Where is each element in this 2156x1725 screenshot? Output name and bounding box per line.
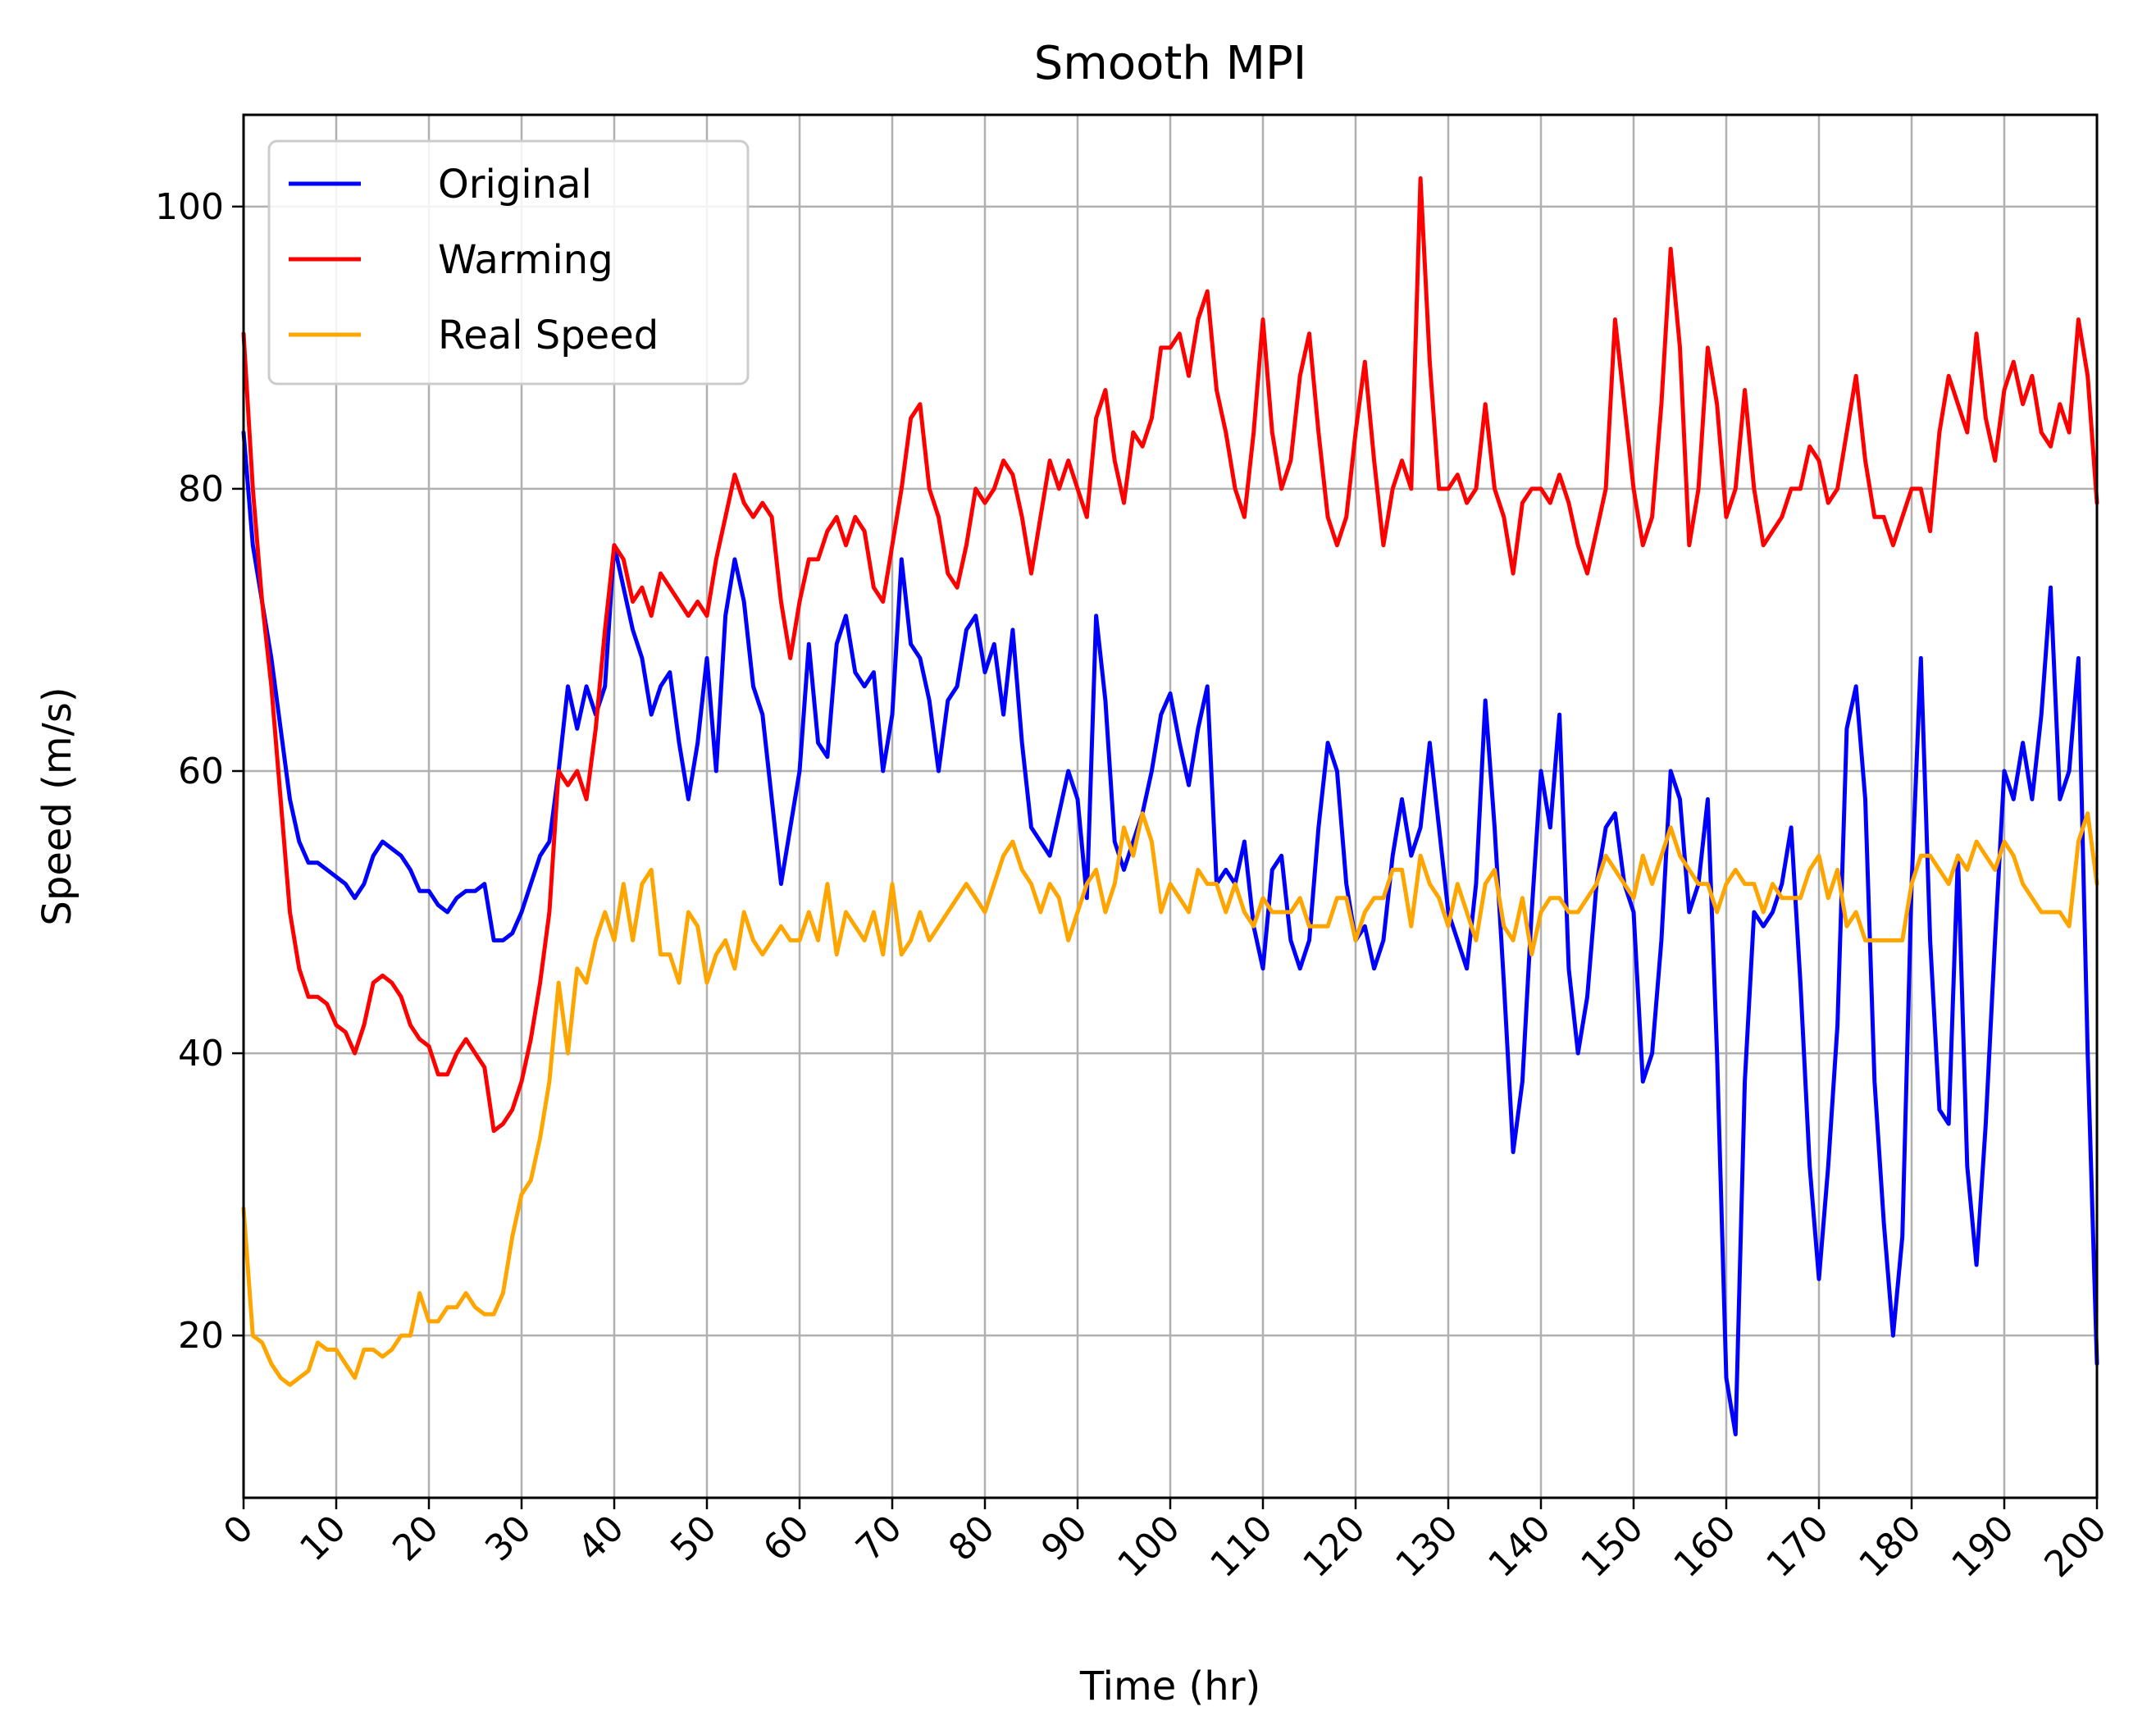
legend-label: Real Speed — [438, 313, 659, 358]
series-layer — [241, 176, 2099, 1437]
y-tick-label: 100 — [155, 186, 224, 228]
y-axis-label: Speed (m/s) — [34, 687, 80, 925]
x-axis-label: Time (hr) — [1079, 1663, 1260, 1709]
legend: Original Warming Real Speed — [267, 139, 750, 386]
legend-label: Original — [438, 162, 592, 208]
legend-box — [267, 139, 750, 386]
y-tick-label: 40 — [178, 1033, 224, 1075]
series-line-real-speed — [241, 811, 2099, 1387]
y-tick-label: 80 — [178, 468, 224, 510]
series-line-warming — [241, 176, 2099, 1134]
y-tick-label: 60 — [178, 751, 224, 792]
y-tick-label: 20 — [178, 1315, 224, 1357]
legend-label: Warming — [438, 237, 613, 283]
chart-title: Smooth MPI — [1034, 37, 1306, 90]
series-line-original — [241, 430, 2099, 1437]
